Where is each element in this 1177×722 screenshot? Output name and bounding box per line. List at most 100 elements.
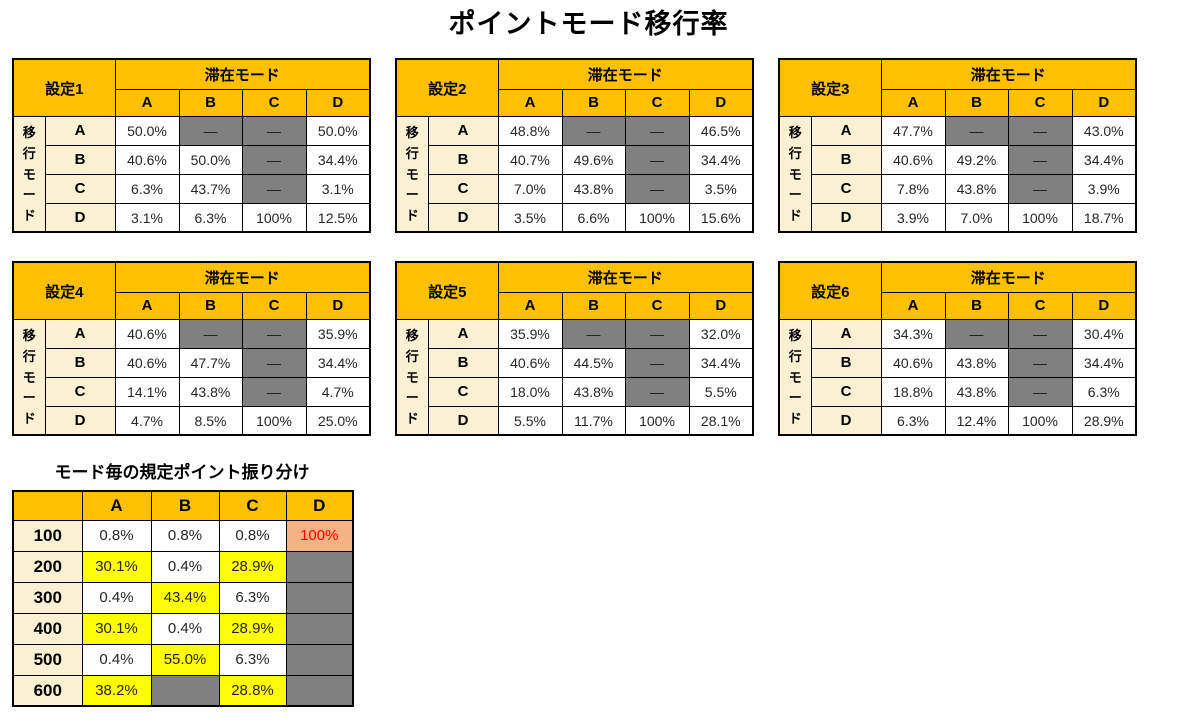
stay-mode-group-header: 滞在モード bbox=[880, 261, 1137, 293]
rate-cell-C-A: 18.8% bbox=[880, 376, 946, 407]
stay-mode-col-header-D: D bbox=[305, 291, 371, 320]
transition-mode-group-header: 移行モード bbox=[12, 318, 46, 436]
rate-cell-D-A: 4.7% bbox=[114, 405, 180, 436]
rate-cell-B-B: 50.0% bbox=[178, 144, 243, 175]
na-cell-B-C: — bbox=[1007, 144, 1073, 175]
setting-label: 設定6 bbox=[778, 261, 882, 320]
stay-mode-col-header-B: B bbox=[178, 291, 243, 320]
transition-mode-row-header-B: B bbox=[427, 347, 499, 378]
transition-table-設定2: 設定2 滞在モード A B C D 移行モード A 48.8% — —46.5% B 40.7% 49.6… bbox=[395, 58, 755, 234]
rate-cell-C-B: 43.8% bbox=[944, 376, 1009, 407]
transition-mode-row-header-A: A bbox=[44, 115, 116, 146]
setting-label: 設定2 bbox=[395, 58, 499, 117]
rate-cell-D-D: 28.1% bbox=[688, 405, 754, 436]
rate-cell-D-A: 5.5% bbox=[497, 405, 563, 436]
points-cell-100-B: 0.8% bbox=[150, 519, 220, 552]
transition-mode-row-header-C: C bbox=[810, 376, 882, 407]
rate-cell-D-B: 12.4% bbox=[944, 405, 1009, 436]
rate-cell-B-D: 34.4% bbox=[305, 144, 371, 175]
rate-cell-D-B: 7.0% bbox=[944, 202, 1009, 233]
transition-mode-group-header: 移行モード bbox=[395, 318, 429, 436]
stay-mode-col-header-C: C bbox=[624, 291, 690, 320]
stay-mode-col-header-C: C bbox=[241, 88, 307, 117]
rate-cell-A-D: 43.0% bbox=[1071, 115, 1137, 146]
rate-cell-D-B: 6.3% bbox=[178, 202, 243, 233]
points-cell-200-A: 30.1% bbox=[81, 550, 152, 583]
page: ポイントモード移行率 設定1 滞在モード A B C D 移行モード A 50.0% — —50.0… bbox=[0, 8, 1177, 708]
rate-cell-C-B: 43.8% bbox=[178, 376, 243, 407]
stay-mode-group-header: 滞在モード bbox=[497, 58, 754, 90]
rate-cell-D-C: 100% bbox=[241, 202, 307, 233]
rate-cell-B-A: 40.6% bbox=[114, 144, 180, 175]
transition-table-設定5: 設定5 滞在モード A B C D 移行モード A 35.9% — —32.0% B 40.6% 44.5… bbox=[395, 261, 755, 437]
transition-mode-row-header-D: D bbox=[44, 202, 116, 233]
na-cell-A-B: — bbox=[561, 115, 626, 146]
points-col-header-D: D bbox=[285, 490, 354, 521]
points-cell-400-A: 30.1% bbox=[81, 612, 152, 645]
rate-cell-D-C: 100% bbox=[241, 405, 307, 436]
rate-cell-A-A: 35.9% bbox=[497, 318, 563, 349]
stay-mode-col-header-C: C bbox=[624, 88, 690, 117]
transition-table-設定3: 設定3 滞在モード A B C D 移行モード A 47.7% — —43.0% B 40.6% 49.2… bbox=[778, 58, 1138, 234]
stay-mode-col-header-A: A bbox=[497, 88, 563, 117]
rate-cell-B-A: 40.6% bbox=[497, 347, 563, 378]
transition-table-設定6: 設定6 滞在モード A B C D 移行モード A 34.3% — —30.4% B 40.6% 43.8… bbox=[778, 261, 1138, 437]
rate-cell-D-C: 100% bbox=[624, 405, 690, 436]
na-cell-A-C: — bbox=[1007, 115, 1073, 146]
stay-mode-group-header: 滞在モード bbox=[114, 58, 371, 90]
na-cell-B-C: — bbox=[624, 347, 690, 378]
rate-cell-B-B: 49.2% bbox=[944, 144, 1009, 175]
stay-mode-col-header-A: A bbox=[114, 291, 180, 320]
rate-cell-C-A: 6.3% bbox=[114, 173, 180, 204]
transition-mode-row-header-C: C bbox=[44, 173, 116, 204]
transition-mode-row-header-B: B bbox=[810, 144, 882, 175]
setting-label: 設定4 bbox=[12, 261, 116, 320]
points-cell-500-B: 55.0% bbox=[150, 643, 220, 676]
setting-label: 設定1 bbox=[12, 58, 116, 117]
stay-mode-col-header-A: A bbox=[497, 291, 563, 320]
na-cell-A-B: — bbox=[178, 318, 243, 349]
rate-cell-A-D: 32.0% bbox=[688, 318, 754, 349]
rate-cell-D-A: 3.5% bbox=[497, 202, 563, 233]
na-cell-A-B: — bbox=[561, 318, 626, 349]
rate-cell-A-A: 34.3% bbox=[880, 318, 946, 349]
transition-mode-vertical-label: 移行モード bbox=[22, 124, 36, 224]
na-cell-C-C: — bbox=[624, 376, 690, 407]
rate-cell-A-A: 47.7% bbox=[880, 115, 946, 146]
na-cell-A-B: — bbox=[944, 318, 1009, 349]
rate-cell-C-A: 18.0% bbox=[497, 376, 563, 407]
points-row-header-100: 100 bbox=[12, 519, 83, 552]
stay-mode-col-header-D: D bbox=[305, 88, 371, 117]
points-col-header-B: B bbox=[150, 490, 220, 521]
points-cell-100-C: 0.8% bbox=[218, 519, 287, 552]
rate-cell-A-D: 30.4% bbox=[1071, 318, 1137, 349]
points-section: モード毎の規定ポイント振り分け A B C D 100 0.8% 0.8% 0.8% 100% 2… bbox=[12, 458, 354, 708]
points-cell-500-A: 0.4% bbox=[81, 643, 152, 676]
points-cell-100-A: 0.8% bbox=[81, 519, 152, 552]
na-cell-A-C: — bbox=[624, 318, 690, 349]
rate-cell-C-B: 43.8% bbox=[561, 173, 626, 204]
na-cell-C-C: — bbox=[1007, 173, 1073, 204]
rate-cell-D-D: 28.9% bbox=[1071, 405, 1137, 436]
stay-mode-col-header-D: D bbox=[1071, 291, 1137, 320]
rate-cell-C-D: 3.9% bbox=[1071, 173, 1137, 204]
rate-cell-A-A: 48.8% bbox=[497, 115, 563, 146]
points-table-title: モード毎の規定ポイント振り分け bbox=[54, 463, 310, 483]
na-cell-C-C: — bbox=[241, 173, 307, 204]
stay-mode-col-header-C: C bbox=[241, 291, 307, 320]
stay-mode-col-header-B: B bbox=[561, 291, 626, 320]
rate-cell-A-D: 50.0% bbox=[305, 115, 371, 146]
na-cell-C-C: — bbox=[624, 173, 690, 204]
rate-cell-D-D: 25.0% bbox=[305, 405, 371, 436]
rate-cell-D-B: 8.5% bbox=[178, 405, 243, 436]
rate-cell-B-B: 43.8% bbox=[944, 347, 1009, 378]
rate-cell-B-D: 34.4% bbox=[688, 144, 754, 175]
rate-cell-B-A: 40.6% bbox=[880, 144, 946, 175]
points-cell-200-B: 0.4% bbox=[150, 550, 220, 583]
rate-cell-D-A: 3.1% bbox=[114, 202, 180, 233]
transition-mode-row-header-C: C bbox=[44, 376, 116, 407]
rate-cell-D-B: 6.6% bbox=[561, 202, 626, 233]
transition-mode-row-header-D: D bbox=[427, 405, 499, 436]
rate-cell-A-D: 35.9% bbox=[305, 318, 371, 349]
rate-cell-A-A: 50.0% bbox=[114, 115, 180, 146]
